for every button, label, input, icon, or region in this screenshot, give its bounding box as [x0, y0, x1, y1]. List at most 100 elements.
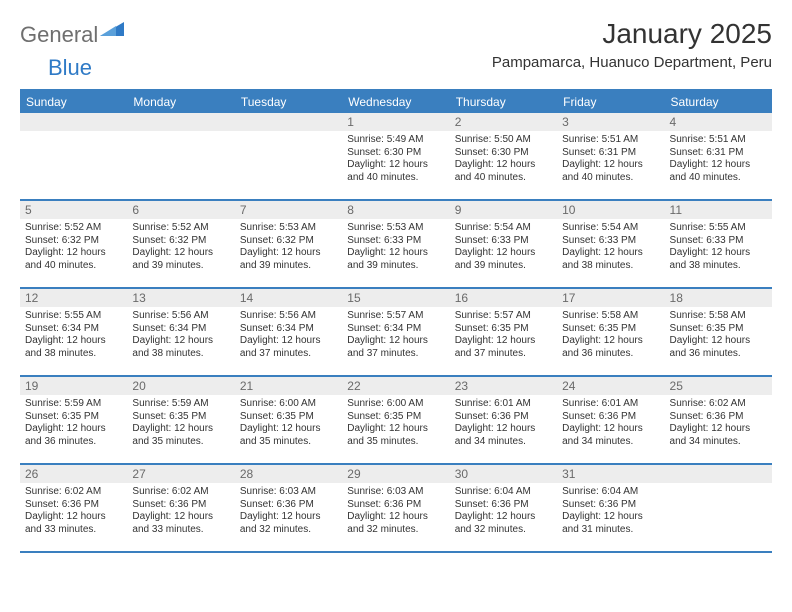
sunrise-line: Sunrise: 5:54 AM: [455, 222, 552, 235]
day-cell: .: [127, 113, 234, 199]
daylight-line: Daylight: 12 hours and 39 minutes.: [132, 247, 229, 272]
brand-text-blue: Blue: [48, 55, 92, 80]
day-number: 24: [557, 377, 664, 395]
daylight-line: Daylight: 12 hours and 40 minutes.: [562, 159, 659, 184]
day-cell: 7Sunrise: 5:53 AMSunset: 6:32 PMDaylight…: [235, 201, 342, 287]
sunset-line: Sunset: 6:30 PM: [347, 147, 444, 160]
day-details: Sunrise: 5:54 AMSunset: 6:33 PMDaylight:…: [450, 219, 557, 278]
sunrise-line: Sunrise: 5:50 AM: [455, 134, 552, 147]
sunrise-line: Sunrise: 5:55 AM: [25, 310, 122, 323]
week-row: 26 Sunrise: 6:02 AM Sunset: 6:36 PM Dayligh…: [20, 465, 772, 553]
calendar-grid: Sunday Monday Tuesday Wednesday Thursday…: [20, 89, 772, 553]
day-number: .: [127, 113, 234, 131]
day-cell: 29Sunrise: 6:03 AMSunset: 6:36 PMDayligh…: [342, 465, 449, 551]
day-details: Sunrise: 5:58 AMSunset: 6:35 PMDaylight:…: [665, 307, 772, 366]
sunrise-line: Sunrise: 5:52 AM: [25, 222, 122, 235]
day-number: .: [665, 465, 772, 483]
sunrise-line: Sunrise: 5:59 AM: [132, 398, 229, 411]
sunset-line: Sunset: 6:32 PM: [25, 235, 122, 248]
sunset-line: Sunset: 6:34 PM: [132, 323, 229, 336]
week-row: 12Sunrise: 5:55 AMSunset: 6:34 PMDayligh…: [20, 289, 772, 377]
day-cell: 21Sunrise: 6:00 AMSunset: 6:35 PMDayligh…: [235, 377, 342, 463]
sunrise-line: Sunrise: 5:56 AM: [132, 310, 229, 323]
weekday-header: Thursday: [450, 91, 557, 113]
day-details: Sunrise: 6:01 AMSunset: 6:36 PMDaylight:…: [557, 395, 664, 454]
day-details: Sunrise: 5:53 AMSunset: 6:33 PMDaylight:…: [342, 219, 449, 278]
sunrise-line: Sunrise: 5:53 AM: [347, 222, 444, 235]
daylight-line: Daylight: 12 hours and 39 minutes.: [347, 247, 444, 272]
sunset-line: Sunset: 6:36 PM: [562, 411, 659, 424]
day-number: 5: [20, 201, 127, 219]
sunrise-line: Sunrise: 5:58 AM: [562, 310, 659, 323]
sunset-line: Sunset: 6:36 PM: [562, 499, 659, 512]
day-details: Sunrise: 5:53 AMSunset: 6:32 PMDaylight:…: [235, 219, 342, 278]
daylight-line: Daylight: 12 hours and 32 minutes.: [455, 511, 552, 536]
day-details: Sunrise: 5:57 AMSunset: 6:34 PMDaylight:…: [342, 307, 449, 366]
day-cell: 28Sunrise: 6:03 AMSunset: 6:36 PMDayligh…: [235, 465, 342, 551]
sunset-line: Sunset: 6:33 PM: [670, 235, 767, 248]
day-cell: .: [20, 113, 127, 199]
sunset-line: Sunset: 6:35 PM: [562, 323, 659, 336]
sunset-line: Sunset: 6:31 PM: [670, 147, 767, 160]
day-details: Sunrise: 6:04 AMSunset: 6:36 PMDaylight:…: [557, 483, 664, 542]
day-number: .: [20, 113, 127, 131]
day-number: 26: [20, 465, 127, 483]
sunrise-line: Sunrise: 5:54 AM: [562, 222, 659, 235]
day-number: 28: [235, 465, 342, 483]
sunset-line: Sunset: 6:33 PM: [455, 235, 552, 248]
day-number: 25: [665, 377, 772, 395]
weekday-header: Friday: [557, 91, 664, 113]
sunset-line: Sunset: 6:34 PM: [347, 323, 444, 336]
day-details: Sunrise: 5:55 AMSunset: 6:34 PMDaylight:…: [20, 307, 127, 366]
day-number: 16: [450, 289, 557, 307]
sunset-line: Sunset: 6:36 PM: [347, 499, 444, 512]
daylight-line: Daylight: 12 hours and 37 minutes.: [455, 335, 552, 360]
day-details: Sunrise: 6:02 AMSunset: 6:36 PMDaylight:…: [665, 395, 772, 454]
day-number: 12: [20, 289, 127, 307]
daylight-line: Daylight: 12 hours and 35 minutes.: [132, 423, 229, 448]
daylight-line: Daylight: 12 hours and 34 minutes.: [562, 423, 659, 448]
daylight-line: Daylight: 12 hours and 36 minutes.: [670, 335, 767, 360]
day-number: 9: [450, 201, 557, 219]
daylight-line: Daylight: 12 hours and 33 minutes.: [25, 511, 122, 536]
sunset-line: Sunset: 6:36 PM: [670, 411, 767, 424]
day-details: Sunrise: 6:01 AMSunset: 6:36 PMDaylight:…: [450, 395, 557, 454]
day-details: Sunrise: 5:54 AMSunset: 6:33 PMDaylight:…: [557, 219, 664, 278]
daylight-line: Daylight: 12 hours and 34 minutes.: [670, 423, 767, 448]
day-cell: 24Sunrise: 6:01 AMSunset: 6:36 PMDayligh…: [557, 377, 664, 463]
week-row: ...1Sunrise: 5:49 AMSunset: 6:30 PMDayli…: [20, 113, 772, 201]
day-details: Sunrise: 5:51 AMSunset: 6:31 PMDaylight:…: [665, 131, 772, 190]
day-cell: 14Sunrise: 5:56 AMSunset: 6:34 PMDayligh…: [235, 289, 342, 375]
sunset-line: Sunset: 6:36 PM: [132, 499, 229, 512]
day-number: 29: [342, 465, 449, 483]
day-cell: 10Sunrise: 5:54 AMSunset: 6:33 PMDayligh…: [557, 201, 664, 287]
sunrise-line: Sunrise: 5:52 AM: [132, 222, 229, 235]
sunset-line: Sunset: 6:34 PM: [25, 323, 122, 336]
daylight-line: Daylight: 12 hours and 37 minutes.: [240, 335, 337, 360]
day-cell: 22Sunrise: 6:00 AMSunset: 6:35 PMDayligh…: [342, 377, 449, 463]
day-number: 31: [557, 465, 664, 483]
sunrise-line: Sunrise: 5:57 AM: [455, 310, 552, 323]
sunset-line: Sunset: 6:34 PM: [240, 323, 337, 336]
weekday-header-row: Sunday Monday Tuesday Wednesday Thursday…: [20, 91, 772, 113]
sunset-line: Sunset: 6:32 PM: [132, 235, 229, 248]
day-number: 19: [20, 377, 127, 395]
day-number: 27: [127, 465, 234, 483]
day-number: 8: [342, 201, 449, 219]
sunset-line: Sunset: 6:30 PM: [455, 147, 552, 160]
sunset-line: Sunset: 6:35 PM: [347, 411, 444, 424]
day-number: 21: [235, 377, 342, 395]
day-details: Sunrise: 6:00 AMSunset: 6:35 PMDaylight:…: [235, 395, 342, 454]
sunset-line: Sunset: 6:35 PM: [240, 411, 337, 424]
day-number: 10: [557, 201, 664, 219]
day-cell: 1Sunrise: 5:49 AMSunset: 6:30 PMDaylight…: [342, 113, 449, 199]
day-number: 3: [557, 113, 664, 131]
day-cell: 12Sunrise: 5:55 AMSunset: 6:34 PMDayligh…: [20, 289, 127, 375]
day-cell: 27Sunrise: 6:02 AMSunset: 6:36 PMDayligh…: [127, 465, 234, 551]
day-number: 6: [127, 201, 234, 219]
day-details: Sunrise: 5:51 AMSunset: 6:31 PMDaylight:…: [557, 131, 664, 190]
sunrise-line: Sunrise: 6:02 AM: [25, 486, 122, 499]
sunset-line: Sunset: 6:36 PM: [240, 499, 337, 512]
day-details: Sunrise: 5:56 AMSunset: 6:34 PMDaylight:…: [127, 307, 234, 366]
day-number: 18: [665, 289, 772, 307]
